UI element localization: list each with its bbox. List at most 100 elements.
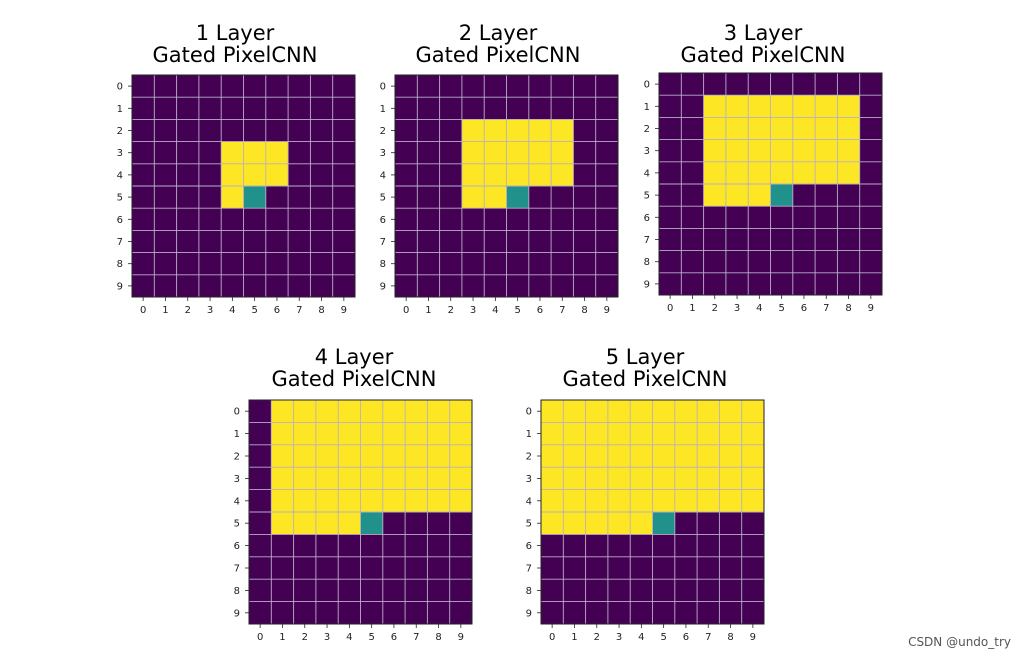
heatmap-cell bbox=[439, 141, 463, 165]
heatmap-cell bbox=[265, 75, 289, 98]
chart-title-line-1: 2 Layer bbox=[458, 21, 538, 45]
x-tick-label: 0 bbox=[667, 303, 673, 314]
heatmap-cell bbox=[449, 579, 473, 602]
heatmap-cell bbox=[439, 119, 463, 142]
heatmap-cell bbox=[198, 75, 222, 98]
heatmap-cell bbox=[154, 163, 177, 187]
heatmap-cell bbox=[439, 230, 463, 253]
chart-title: 3 Layer Gated PixelCNN bbox=[658, 22, 868, 66]
heatmap-cell bbox=[506, 252, 530, 276]
chart-title: 2 Layer Gated PixelCNN bbox=[393, 22, 603, 66]
x-tick-label: 8 bbox=[435, 632, 441, 643]
heatmap-cell bbox=[449, 534, 473, 558]
heatmap-cell bbox=[719, 556, 742, 580]
y-tick-label: 9 bbox=[117, 281, 123, 292]
heatmap-cell bbox=[221, 75, 244, 98]
heatmap-cell bbox=[703, 228, 727, 251]
heatmap-cell bbox=[703, 95, 727, 118]
heatmap-cell bbox=[310, 97, 333, 120]
heatmap-cell bbox=[859, 272, 883, 296]
heatmap-cell bbox=[315, 579, 339, 602]
heatmap-cell bbox=[243, 75, 267, 98]
y-tick-label: 4 bbox=[117, 170, 123, 181]
y-tick-label: 6 bbox=[526, 541, 532, 552]
heatmap-cell bbox=[719, 400, 742, 423]
heatmap-cell bbox=[741, 422, 765, 446]
heatmap-cell bbox=[249, 534, 272, 558]
heatmap-cell bbox=[837, 117, 860, 140]
heatmap-cell bbox=[607, 444, 631, 468]
heatmap-cell bbox=[837, 73, 860, 96]
heatmap-cell bbox=[461, 119, 485, 142]
heatmap-cell bbox=[859, 73, 883, 96]
heatmap-cell bbox=[541, 579, 564, 602]
heatmap-cell bbox=[427, 601, 450, 625]
heatmap-cell bbox=[697, 489, 720, 513]
heatmap-cell bbox=[630, 556, 653, 580]
heatmap-cell bbox=[382, 400, 406, 423]
heatmap-cell bbox=[293, 579, 317, 602]
heatmap-cell bbox=[198, 186, 222, 209]
heatmap-cell bbox=[293, 601, 317, 625]
heatmap-cell bbox=[792, 161, 816, 185]
heatmap-cell bbox=[382, 422, 406, 446]
x-tick-label: 7 bbox=[296, 305, 302, 316]
heatmap-cell bbox=[382, 489, 406, 513]
heatmap-cell bbox=[741, 489, 765, 513]
heatmap-cell bbox=[198, 252, 222, 276]
heatmap-cell bbox=[132, 208, 155, 231]
heatmap-cell bbox=[541, 601, 564, 625]
heatmap-cell bbox=[338, 400, 361, 423]
heatmap-cell bbox=[659, 206, 682, 229]
heatmap-cell bbox=[792, 73, 816, 96]
heatmap-cell bbox=[703, 139, 727, 163]
heatmap-cell bbox=[815, 161, 838, 185]
heatmap-cell bbox=[243, 119, 267, 142]
heatmap-cell bbox=[332, 230, 356, 253]
y-tick-label: 8 bbox=[380, 259, 386, 270]
heatmap-cell bbox=[439, 274, 463, 298]
heatmap-cell bbox=[395, 186, 418, 209]
heatmap-cell bbox=[265, 274, 289, 298]
heatmap-cell bbox=[506, 163, 530, 187]
heatmap-cell bbox=[725, 228, 749, 251]
y-tick-label: 7 bbox=[526, 564, 532, 575]
heatmap-cell bbox=[697, 400, 720, 423]
x-tick-label: 2 bbox=[712, 303, 718, 314]
y-tick-label: 5 bbox=[644, 191, 650, 202]
heatmap-cell bbox=[674, 556, 698, 580]
x-tick-label: 5 bbox=[251, 305, 257, 316]
y-tick-label: 3 bbox=[234, 474, 240, 485]
x-tick-label: 1 bbox=[162, 305, 168, 316]
heatmap-cell bbox=[271, 601, 294, 625]
heatmap-cell bbox=[360, 467, 384, 490]
heatmap-cell bbox=[748, 184, 771, 207]
heatmap-cell bbox=[551, 141, 574, 165]
heatmap-cell bbox=[332, 274, 356, 298]
heatmap-cell bbox=[332, 208, 356, 231]
heatmap-cell bbox=[449, 444, 473, 468]
heatmap-cell bbox=[674, 579, 698, 602]
heatmap-cell bbox=[221, 274, 244, 298]
heatmap-cell bbox=[741, 467, 765, 490]
heatmap-cell bbox=[338, 489, 361, 513]
heatmap-cell bbox=[563, 489, 586, 513]
heatmap-cell bbox=[674, 400, 698, 423]
heatmap-cell bbox=[551, 163, 574, 187]
heatmap-cell bbox=[249, 467, 272, 490]
heatmap-cell bbox=[132, 186, 155, 209]
plot-frame bbox=[248, 399, 473, 625]
heatmap-cell bbox=[541, 489, 564, 513]
heatmap-cell bbox=[837, 272, 860, 296]
heatmap-cell bbox=[506, 186, 530, 209]
heatmap-cell bbox=[551, 252, 574, 276]
heatmap-cell bbox=[725, 161, 749, 185]
heatmap-cell bbox=[439, 97, 463, 120]
heatmap-cell bbox=[541, 534, 564, 558]
heatmap-cell bbox=[449, 467, 473, 490]
heatmap-cell bbox=[859, 139, 883, 163]
heatmap-cell bbox=[719, 467, 742, 490]
heatmap-cell bbox=[293, 444, 317, 468]
y-tick-label: 0 bbox=[117, 82, 123, 93]
heatmap-cell bbox=[271, 467, 294, 490]
